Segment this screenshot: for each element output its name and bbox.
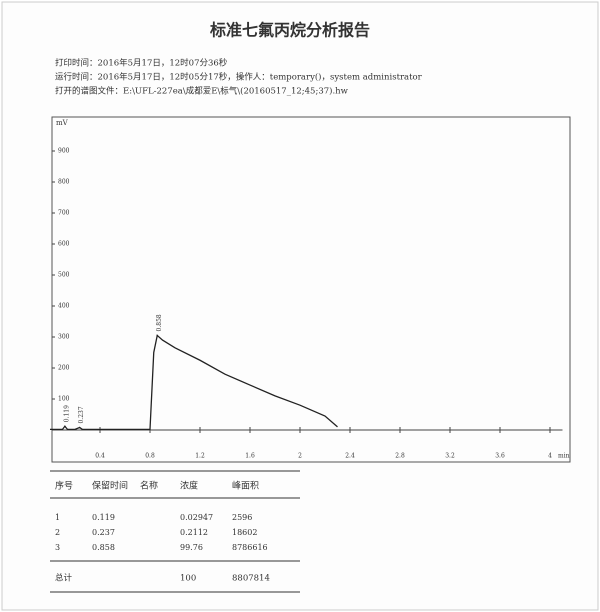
column-header: 保留时间 (92, 480, 128, 492)
x-tick-label: 3.6 (495, 453, 505, 460)
title: 标准七氟丙烷分析报告 (209, 21, 370, 40)
total-cell: 8807814 (232, 574, 270, 584)
x-tick-label: 2.8 (395, 453, 405, 460)
x-tick-label: 4 (548, 453, 552, 460)
table-cell: 0.858 (92, 543, 115, 552)
total-cell: 总计 (55, 573, 73, 584)
y-tick-label: 500 (58, 272, 70, 279)
y-tick-label: 700 (58, 210, 70, 217)
chart: mV min 100 200 300 400 500 600 700 800 900 0.4 0.8 1.… (50, 119, 570, 460)
peak-label: 0.119 (63, 405, 70, 422)
y-tick-label: 800 (58, 179, 70, 186)
signal-line (50, 334, 338, 431)
y-axis-label: mV (56, 119, 69, 127)
table-cell: 0.2112 (180, 528, 208, 537)
peak-marker (78, 426, 81, 429)
column-header: 峰面积 (232, 480, 259, 492)
y-tick-label: 200 (58, 365, 70, 372)
x-tick-label: 0.4 (95, 453, 105, 460)
table-cell: 3 (55, 543, 60, 552)
x-tick-label: 0.8 (145, 453, 155, 460)
table-cell: 0.02947 (180, 513, 213, 522)
column-header: 序号 (55, 480, 73, 492)
table-cell: 1 (55, 513, 60, 522)
chart-frame (51, 116, 571, 463)
x-tick-label: 1.2 (195, 453, 205, 460)
y-tick-label: 100 (58, 396, 70, 403)
peak-marker (156, 334, 159, 337)
info-line: 打印时间：2016年5月17日，12时07分36秒 (55, 58, 228, 69)
y-tick-label: 400 (58, 303, 70, 310)
peak-marker (64, 425, 66, 428)
table-cell: 8786616 (232, 543, 268, 552)
peak-label: 0.858 (156, 314, 163, 331)
info-line: 打开的谱图文件：E:\UFL-227ea\成都爱E\标气\(20160517_1… (55, 86, 349, 97)
x-tick-label: 3.2 (445, 453, 455, 460)
y-tick-label: 600 (58, 241, 70, 248)
table-cell: 2596 (232, 513, 252, 522)
table: 序号 保留时间 名称 浓度 峰面积 1 0.119 0.02947 2596 2 0.237 0.21… (50, 470, 300, 593)
table-cell: 0.119 (92, 513, 115, 522)
table-cell: 2 (55, 528, 60, 537)
x-tick-label: 2 (298, 453, 302, 460)
peak-label: 0.237 (78, 406, 85, 423)
table-cell: 0.237 (92, 528, 115, 537)
column-header: 名称 (140, 480, 158, 492)
table-cell: 99.76 (180, 543, 203, 552)
y-tick-label: 900 (58, 148, 70, 155)
y-tick-label: 300 (58, 334, 70, 341)
total-cell: 100 (180, 574, 196, 584)
x-axis-label: min (558, 453, 570, 460)
x-tick-label: 2.4 (345, 453, 355, 460)
table-cell: 18602 (232, 528, 257, 537)
x-tick-label: 1.6 (245, 453, 255, 460)
column-header: 浓度 (180, 480, 198, 492)
info-line: 运行时间：2016年5月17日，12时05分17秒，操作人：temporary(… (55, 72, 423, 83)
